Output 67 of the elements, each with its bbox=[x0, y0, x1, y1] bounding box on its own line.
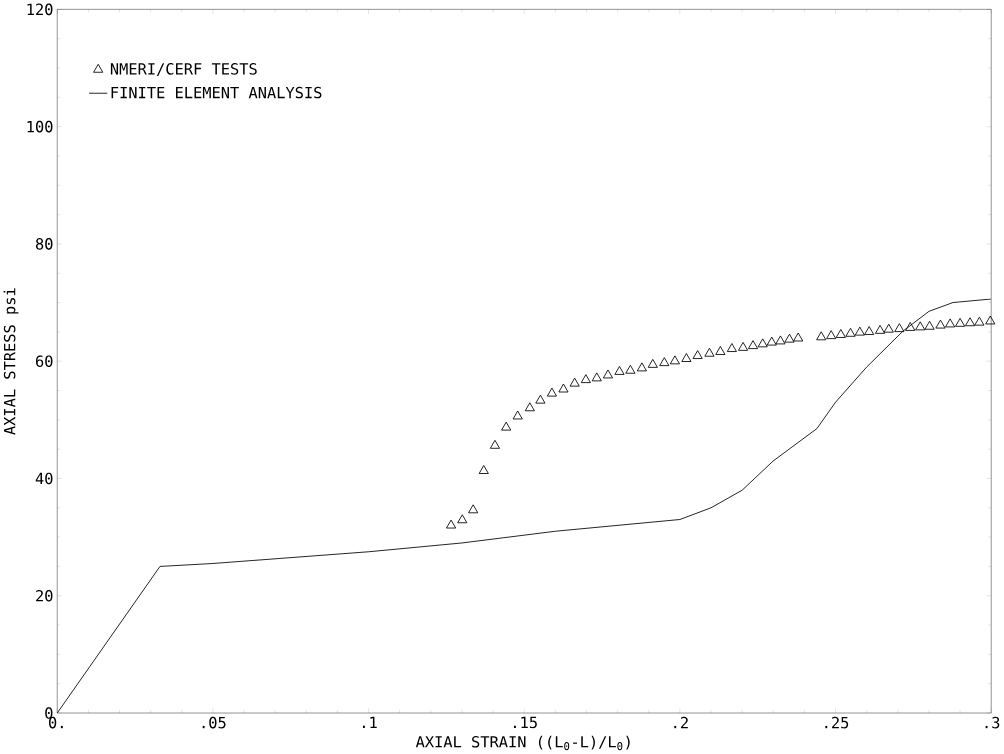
point bbox=[748, 340, 759, 350]
point bbox=[591, 372, 602, 382]
point bbox=[826, 330, 837, 340]
y-axis-title: AXIAL STRESS psi bbox=[3, 288, 19, 435]
point bbox=[681, 353, 692, 363]
point bbox=[558, 383, 569, 393]
point bbox=[489, 440, 500, 449]
point bbox=[704, 347, 715, 357]
point bbox=[512, 410, 523, 420]
x-tick-label: .15 bbox=[514, 716, 537, 729]
y-tick-label: 100 bbox=[27, 120, 53, 133]
point bbox=[854, 326, 865, 336]
point bbox=[924, 320, 935, 330]
point bbox=[692, 350, 703, 360]
point bbox=[715, 346, 726, 356]
point bbox=[883, 323, 894, 333]
point bbox=[935, 319, 946, 329]
point bbox=[915, 321, 926, 331]
y-tick-label: 60 bbox=[35, 355, 53, 368]
point bbox=[985, 315, 996, 325]
point bbox=[602, 369, 614, 379]
x-tick-label: .05 bbox=[202, 716, 226, 729]
point bbox=[659, 357, 670, 367]
x-tick-label: .1 bbox=[362, 716, 377, 729]
point bbox=[446, 519, 457, 529]
point bbox=[569, 377, 580, 387]
point bbox=[580, 374, 591, 384]
point bbox=[647, 359, 658, 368]
point bbox=[875, 325, 886, 334]
point bbox=[669, 355, 680, 365]
y-tick-label: 40 bbox=[35, 472, 53, 485]
point bbox=[974, 316, 985, 326]
point bbox=[816, 331, 827, 341]
point bbox=[636, 362, 647, 372]
y-tick-label: 80 bbox=[35, 238, 53, 250]
point bbox=[524, 402, 535, 412]
point bbox=[894, 323, 905, 333]
point bbox=[535, 394, 546, 404]
x-tick-label: .25 bbox=[825, 716, 849, 729]
point bbox=[614, 366, 625, 375]
point bbox=[738, 342, 749, 351]
y-tick-label: 20 bbox=[36, 590, 53, 602]
y-tick-label: 120 bbox=[27, 3, 53, 16]
point bbox=[757, 338, 768, 348]
point bbox=[845, 328, 856, 337]
x-tick-label: .3 bbox=[985, 716, 1000, 729]
point bbox=[945, 318, 956, 328]
point bbox=[864, 326, 875, 336]
point bbox=[478, 465, 489, 475]
point bbox=[726, 343, 737, 353]
point bbox=[784, 333, 795, 343]
point bbox=[835, 329, 846, 339]
legend-label: FINITE ELEMENT ANALYSIS bbox=[111, 86, 322, 99]
point bbox=[625, 364, 636, 374]
point bbox=[766, 336, 777, 346]
point bbox=[905, 322, 916, 331]
x-tick-label: .2 bbox=[674, 716, 688, 729]
point bbox=[955, 318, 966, 327]
x-axis-title: AXIAL STRAIN ((L$_{0}$-L)/L$_{0}$) bbox=[415, 735, 630, 751]
point bbox=[501, 421, 512, 431]
point bbox=[457, 514, 468, 524]
point bbox=[775, 335, 786, 345]
legend-label: NMERI/CERF TESTS bbox=[110, 63, 257, 77]
point bbox=[546, 387, 557, 397]
point bbox=[468, 504, 479, 514]
point bbox=[964, 317, 976, 327]
point bbox=[793, 332, 804, 342]
